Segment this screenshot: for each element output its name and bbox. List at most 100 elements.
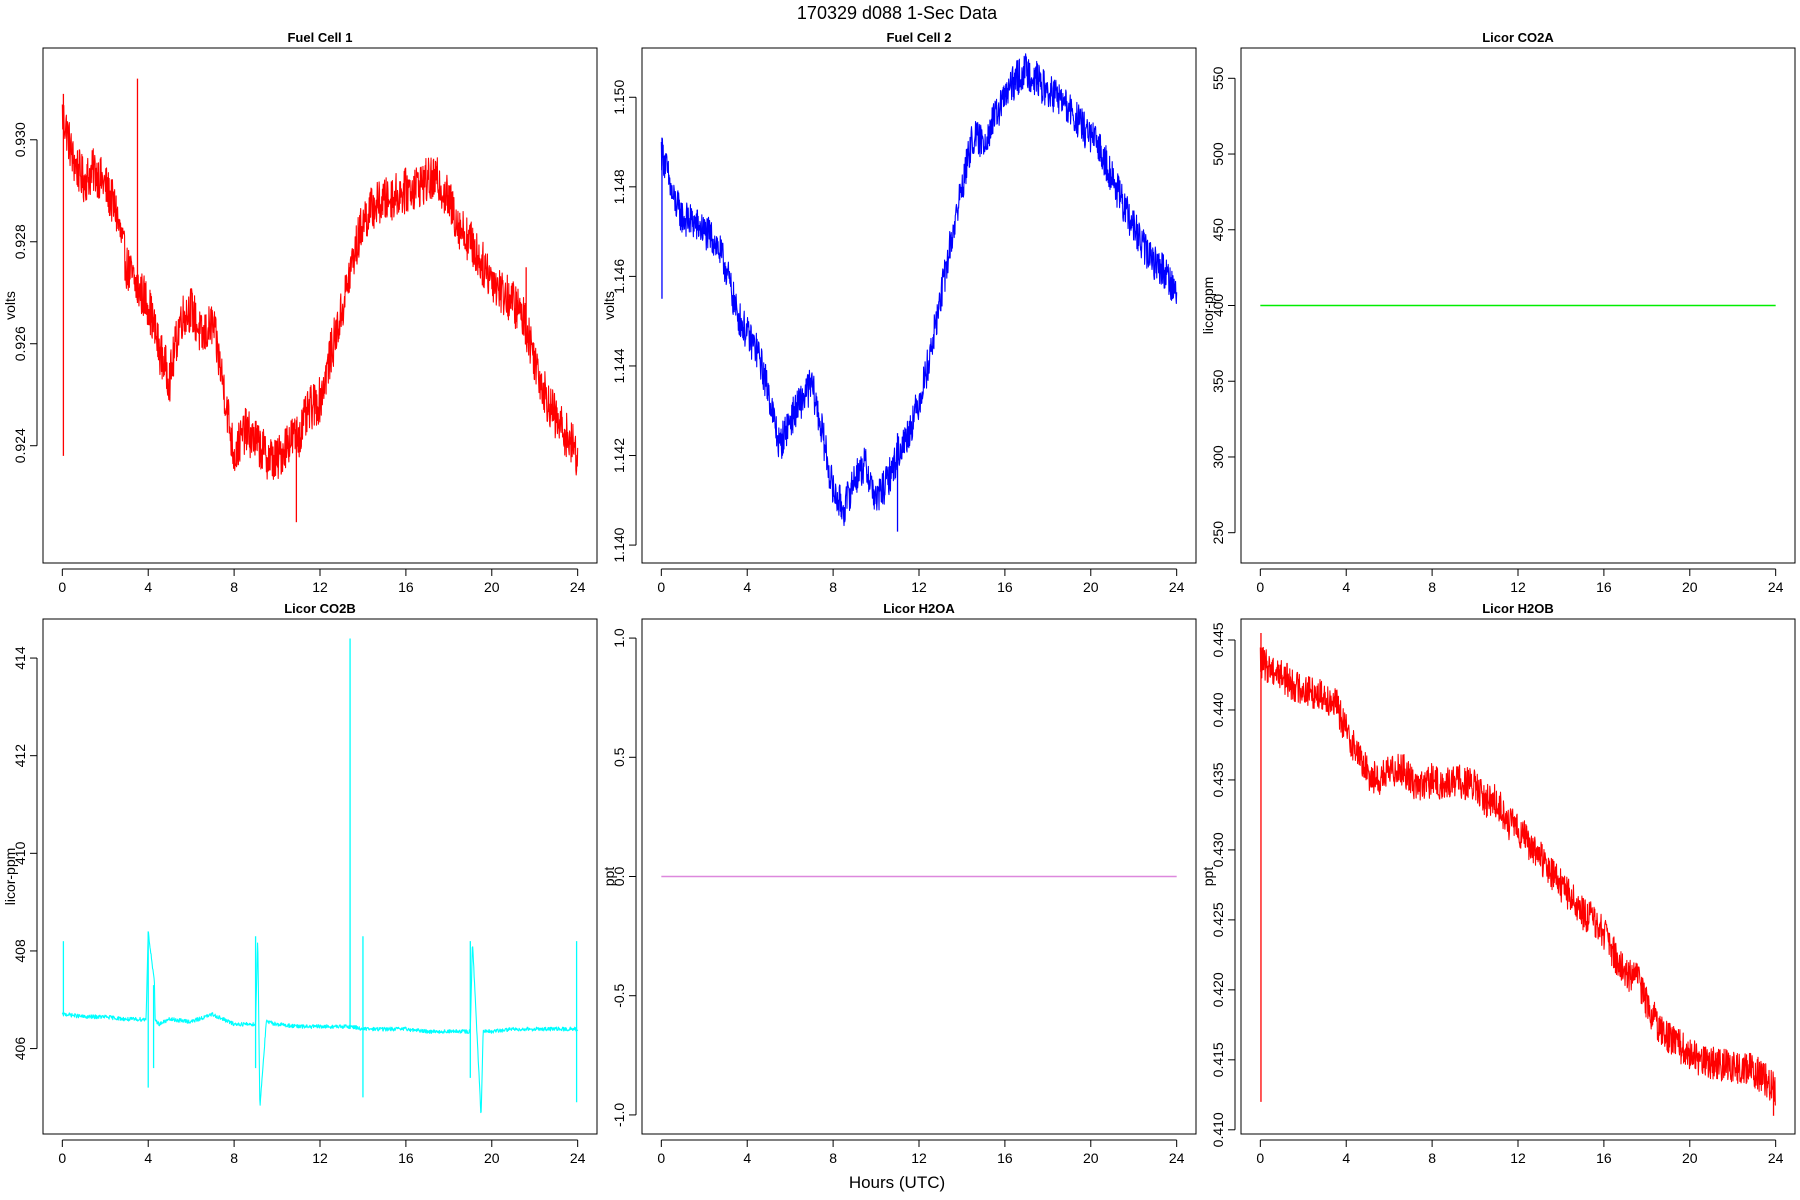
x-tick-label: 24: [1169, 579, 1185, 595]
y-tick-label: 410: [12, 841, 28, 865]
y-tick-label: 250: [1210, 521, 1226, 545]
y-tick-label: 550: [1210, 66, 1226, 90]
panel-title: Licor H2OB: [1482, 601, 1554, 616]
x-tick-label: 16: [1596, 579, 1612, 595]
y-tick-label: 414: [12, 646, 28, 670]
x-tick-label: 24: [1169, 1150, 1185, 1166]
plot-frame: [42, 47, 598, 564]
y-tick-label: 1.144: [611, 348, 627, 383]
y-axis-label: ppt: [601, 867, 617, 887]
y-tick-label: 1.150: [611, 80, 627, 115]
panel-4: Licor CO2B 0 4 8 12 16 20 24 406 408 410 412 414 lico…: [2, 601, 598, 1166]
y-tick-label: 400: [1210, 294, 1226, 318]
x-tick-label: 12: [911, 579, 927, 595]
y-tick-label: 408: [12, 939, 28, 963]
y-tick-label: 0.924: [12, 428, 28, 463]
y-tick-label: 0.435: [1210, 762, 1226, 797]
x-tick-label: 4: [743, 579, 751, 595]
y-axis: 250 300 350 400 450 500 550: [1210, 66, 1236, 545]
y-tick-label: 0.445: [1210, 622, 1226, 657]
panel-title: Licor CO2B: [284, 601, 356, 616]
x-tick-label: 0: [1256, 1150, 1264, 1166]
y-tick-label: 0.420: [1210, 972, 1226, 1007]
figure-x-axis-label: Hours (UTC): [849, 1173, 945, 1192]
x-axis: 0 4 8 12 16 20 24: [58, 568, 586, 595]
y-axis: -1.0 -0.5 0.0 0.5 1.0: [611, 628, 637, 1127]
y-tick-label: 406: [12, 1037, 28, 1061]
y-tick-label: 0.430: [1210, 832, 1226, 867]
series-group: [1259, 632, 1777, 1116]
y-axis-label: ppt: [1200, 867, 1216, 887]
plot-frame: [641, 618, 1197, 1135]
x-tick-label: 16: [398, 1150, 414, 1166]
x-tick-label: 8: [829, 579, 837, 595]
x-tick-label: 16: [1596, 1150, 1612, 1166]
y-tick-label: 412: [12, 744, 28, 768]
panel-3: Licor CO2A 0 4 8 12 16 20 24 250 300 350 400 450 500 5…: [1200, 30, 1796, 595]
series-line: [1259, 646, 1777, 1106]
x-axis: 0 4 8 12 16 20 24: [1256, 568, 1784, 595]
y-tick-label: 0.440: [1210, 692, 1226, 727]
x-tick-label: 20: [484, 1150, 500, 1166]
y-tick-label: 0.926: [12, 326, 28, 361]
y-tick-label: 500: [1210, 142, 1226, 166]
plot-frame: [42, 618, 598, 1135]
y-tick-label: 450: [1210, 218, 1226, 242]
x-axis: 0 4 8 12 16 20 24: [1256, 1139, 1784, 1166]
y-tick-label: 1.0: [611, 628, 627, 648]
y-tick-label: 1.140: [611, 527, 627, 562]
x-tick-label: 16: [398, 579, 414, 595]
panel-title: Fuel Cell 1: [287, 30, 352, 45]
y-axis: 406 408 410 412 414: [12, 646, 38, 1061]
x-tick-label: 20: [1083, 579, 1099, 595]
y-axis-label: volts: [601, 291, 617, 320]
x-tick-label: 24: [570, 1150, 586, 1166]
x-tick-label: 12: [911, 1150, 927, 1166]
y-tick-label: 1.142: [611, 438, 627, 473]
y-tick-label: 0.930: [12, 122, 28, 157]
series-line: [61, 104, 579, 480]
x-tick-label: 12: [1510, 1150, 1526, 1166]
x-tick-label: 8: [829, 1150, 837, 1166]
y-axis: 0.410 0.415 0.420 0.425 0.430 0.435 0.440 0.445: [1210, 622, 1236, 1147]
y-tick-label: 0.0: [611, 867, 627, 887]
x-tick-label: 12: [1510, 579, 1526, 595]
x-tick-label: 8: [1428, 579, 1436, 595]
y-tick-label: 300: [1210, 445, 1226, 469]
y-tick-label: 0.415: [1210, 1042, 1226, 1077]
x-tick-label: 4: [144, 1150, 152, 1166]
series-line: [660, 53, 1178, 527]
panel-title: Fuel Cell 2: [886, 30, 951, 45]
x-tick-label: 16: [997, 1150, 1013, 1166]
x-tick-label: 24: [1768, 1150, 1784, 1166]
x-tick-label: 0: [58, 579, 66, 595]
x-tick-label: 12: [312, 1150, 328, 1166]
panel-1: Fuel Cell 10 4 8 12 16 20 240.9240.9260.9280.9…: [2, 30, 598, 595]
y-axis: 1.140 1.142 1.144 1.146 1.148 1.150: [611, 80, 637, 563]
x-axis: 0 4 8 12 16 20 24: [58, 1139, 586, 1166]
panel-6: Licor H2OB 0 4 8 12 16 20 24 0.410 0.415 0.420 0.42…: [1200, 601, 1796, 1166]
x-tick-label: 8: [1428, 1150, 1436, 1166]
x-tick-label: 0: [657, 1150, 665, 1166]
x-tick-label: 4: [1342, 579, 1350, 595]
x-tick-label: 20: [1682, 579, 1698, 595]
x-axis: 0 4 8 12 16 20 24: [657, 1139, 1185, 1166]
x-tick-label: 0: [657, 579, 665, 595]
x-tick-label: 8: [230, 1150, 238, 1166]
series-group: [61, 78, 579, 523]
x-tick-label: 8: [230, 579, 238, 595]
x-axis: 0 4 8 12 16 20 24: [657, 568, 1185, 595]
series-group: [660, 53, 1178, 532]
panel-2: Fuel Cell 2 0 4 8 12 16 20 24 1.140 1.142 1.144 1.1…: [601, 30, 1197, 595]
panel-5: Licor H2OA 0 4 8 12 16 20 24 -1.0 -0.5 0.0 0.5 1.0 pp…: [601, 601, 1197, 1166]
x-tick-label: 20: [1682, 1150, 1698, 1166]
x-tick-label: 4: [144, 579, 152, 595]
y-axis-label: licor-ppm: [1200, 277, 1216, 335]
x-tick-label: 4: [1342, 1150, 1350, 1166]
y-axis: 0.924 0.926 0.928 0.930: [12, 122, 38, 463]
y-tick-label: -1.0: [611, 1103, 627, 1127]
x-tick-label: 16: [997, 579, 1013, 595]
y-tick-label: 1.146: [611, 259, 627, 294]
